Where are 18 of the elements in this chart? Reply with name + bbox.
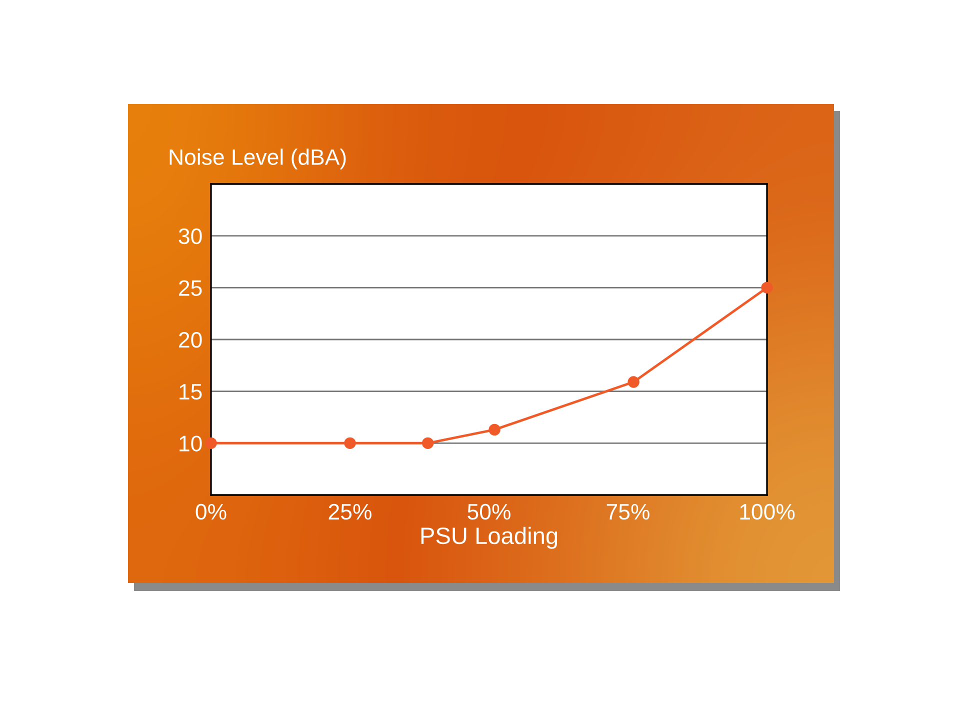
x-axis-title: PSU Loading (421, 526, 558, 549)
y-tick-label: 20 (179, 332, 202, 348)
x-tick-label: 100% (740, 504, 795, 520)
y-tick-label: 25 (179, 280, 202, 296)
x-tick-label: 25% (328, 504, 372, 520)
point (205, 437, 217, 450)
point (761, 282, 773, 294)
point (488, 424, 500, 436)
x-tick-label: 50% (468, 504, 510, 520)
y-tick-label: 10 (180, 436, 202, 452)
point (628, 376, 640, 388)
point (422, 437, 434, 450)
point (344, 437, 356, 450)
y-tick-label: 30 (178, 228, 202, 244)
x-tick-label: 0% (196, 504, 226, 520)
x-tick-label: 75% (606, 504, 650, 520)
y-tick-label: 15 (180, 384, 202, 400)
y-axis-title: Noise Level (dBA) (170, 148, 346, 170)
